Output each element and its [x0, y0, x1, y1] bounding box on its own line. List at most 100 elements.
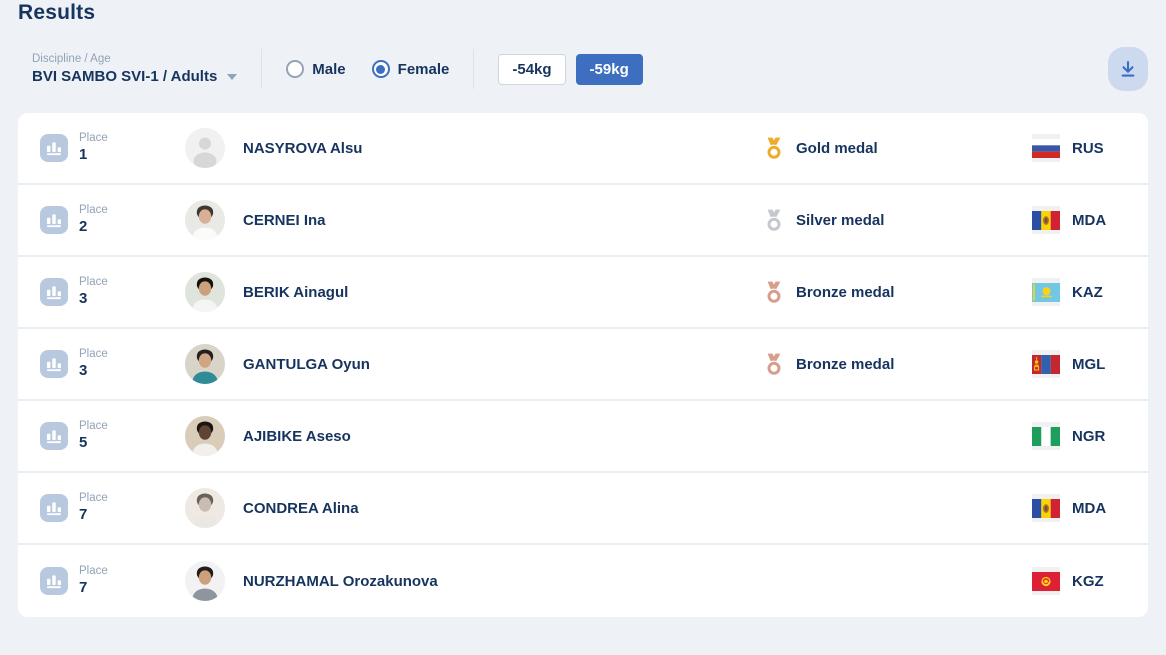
bronze-medal-icon	[763, 353, 785, 376]
table-row[interactable]: Place 2 CERNEI Ina Silver medal MDA	[18, 185, 1148, 257]
weight-category-group: -54kg -59kg	[498, 53, 643, 85]
download-button[interactable]	[1108, 47, 1148, 91]
download-icon	[1121, 60, 1135, 77]
gold-medal-icon	[763, 137, 785, 160]
place-value: 1	[79, 145, 88, 163]
athlete-cell: NASYROVA Alsu	[185, 128, 763, 168]
athlete-name: AJIBIKE Aseso	[243, 427, 351, 445]
athlete-name: GANTULGA Oyun	[243, 355, 370, 373]
bar-chart-icon	[40, 422, 68, 450]
table-row[interactable]: Place 7 CONDREA Alina MDA	[18, 473, 1148, 545]
athlete-name: CONDREA Alina	[243, 499, 359, 517]
country-cell: MDA	[1032, 206, 1148, 234]
medal-label: Bronze medal	[796, 283, 895, 301]
gender-radio-male[interactable]: Male	[286, 60, 346, 78]
athlete-cell: CERNEI Ina	[185, 200, 763, 240]
radio-icon	[286, 60, 305, 78]
flag-mda-icon	[1032, 494, 1060, 522]
athlete-cell: AJIBIKE Aseso	[185, 416, 763, 456]
place-label: Place	[79, 348, 108, 361]
chevron-down-icon	[227, 73, 238, 80]
bar-chart-icon	[40, 134, 68, 162]
athlete-avatar	[185, 344, 225, 384]
country-code: MGL	[1072, 355, 1106, 373]
athlete-avatar	[185, 561, 225, 601]
place-label: Place	[79, 204, 108, 217]
medal-cell: Bronze medal	[763, 281, 1032, 304]
country-code: KAZ	[1072, 283, 1103, 301]
bar-chart-icon	[40, 494, 68, 522]
place-value: 2	[79, 217, 88, 235]
place-value: 3	[79, 289, 88, 307]
country-cell: RUS	[1032, 134, 1148, 162]
athlete-avatar	[185, 272, 225, 312]
flag-ngr-icon	[1032, 422, 1060, 450]
place-cell: Place 3	[18, 347, 185, 380]
bar-chart-icon	[40, 278, 68, 306]
gender-radio-male-label: Male	[312, 60, 346, 78]
country-cell: MGL	[1032, 350, 1148, 378]
athlete-cell: NURZHAMAL Orozakunova	[185, 561, 763, 601]
bar-chart-icon	[40, 567, 68, 595]
medal-cell: Gold medal	[763, 137, 1032, 160]
country-code: KGZ	[1072, 572, 1104, 590]
silver-medal-icon	[763, 209, 785, 232]
athlete-name: NASYROVA Alsu	[243, 139, 363, 157]
table-row[interactable]: Place 7 NURZHAMAL Orozakunova KGZ	[18, 545, 1148, 617]
results-page: Results Discipline / Age BVI SAMBO SVI-1…	[0, 0, 1166, 617]
medal-label: Silver medal	[796, 211, 885, 229]
place-label: Place	[79, 276, 108, 289]
gender-radio-female[interactable]: Female	[371, 60, 450, 78]
place-cell: Place 2	[18, 203, 185, 236]
athlete-name: CERNEI Ina	[243, 211, 326, 229]
place-value: 5	[79, 433, 88, 451]
place-cell: Place 1	[18, 131, 185, 164]
table-row[interactable]: Place 3 BERIK Ainagul Bronze medal KAZ	[18, 257, 1148, 329]
filter-bar: Discipline / Age BVI SAMBO SVI-1 / Adult…	[18, 37, 1148, 101]
discipline-age-label: Discipline / Age	[32, 53, 111, 65]
discipline-age-dropdown[interactable]: Discipline / Age BVI SAMBO SVI-1 / Adult…	[32, 53, 238, 85]
country-cell: KAZ	[1032, 278, 1148, 306]
place-value: 7	[79, 578, 88, 596]
place-label: Place	[79, 420, 108, 433]
athlete-avatar	[185, 488, 225, 528]
place-value: 7	[79, 505, 88, 523]
divider	[473, 49, 475, 89]
flag-kgz-icon	[1032, 567, 1060, 595]
radio-icon	[371, 60, 390, 78]
place-cell: Place 7	[18, 564, 185, 597]
country-code: MDA	[1072, 499, 1107, 517]
table-row[interactable]: Place 5 AJIBIKE Aseso NGR	[18, 401, 1148, 473]
medal-cell: Bronze medal	[763, 353, 1032, 376]
place-label: Place	[79, 132, 108, 145]
divider	[261, 49, 263, 89]
weight-button-54kg[interactable]: -54kg	[498, 53, 566, 85]
gender-radio-female-label: Female	[397, 60, 450, 78]
bar-chart-icon	[40, 206, 68, 234]
place-label: Place	[79, 492, 108, 505]
table-row[interactable]: Place 1 NASYROVA Alsu Gold medal RUS	[18, 113, 1148, 185]
place-cell: Place 5	[18, 419, 185, 452]
country-cell: KGZ	[1032, 567, 1148, 595]
place-label: Place	[79, 565, 108, 578]
weight-button-59kg[interactable]: -59kg	[575, 53, 643, 85]
place-cell: Place 7	[18, 491, 185, 524]
athlete-avatar	[185, 128, 225, 168]
table-row[interactable]: Place 3 GANTULGA Oyun Bronze medal MGL	[18, 329, 1148, 401]
medal-label: Bronze medal	[796, 355, 895, 373]
medal-cell	[763, 497, 1032, 520]
medal-cell	[763, 425, 1032, 448]
flag-kaz-icon	[1032, 278, 1060, 306]
athlete-avatar	[185, 416, 225, 456]
place-value: 3	[79, 361, 88, 379]
country-code: RUS	[1072, 139, 1104, 157]
medal-cell: Silver medal	[763, 209, 1032, 232]
results-table: Place 1 NASYROVA Alsu Gold medal RUS	[18, 113, 1148, 617]
country-cell: NGR	[1032, 422, 1148, 450]
medal-label: Gold medal	[796, 139, 878, 157]
flag-mda-icon	[1032, 206, 1060, 234]
page-title: Results	[18, 1, 96, 24]
discipline-age-value: BVI SAMBO SVI-1 / Adults	[32, 68, 218, 85]
country-cell: MDA	[1032, 494, 1148, 522]
athlete-cell: CONDREA Alina	[185, 488, 763, 528]
